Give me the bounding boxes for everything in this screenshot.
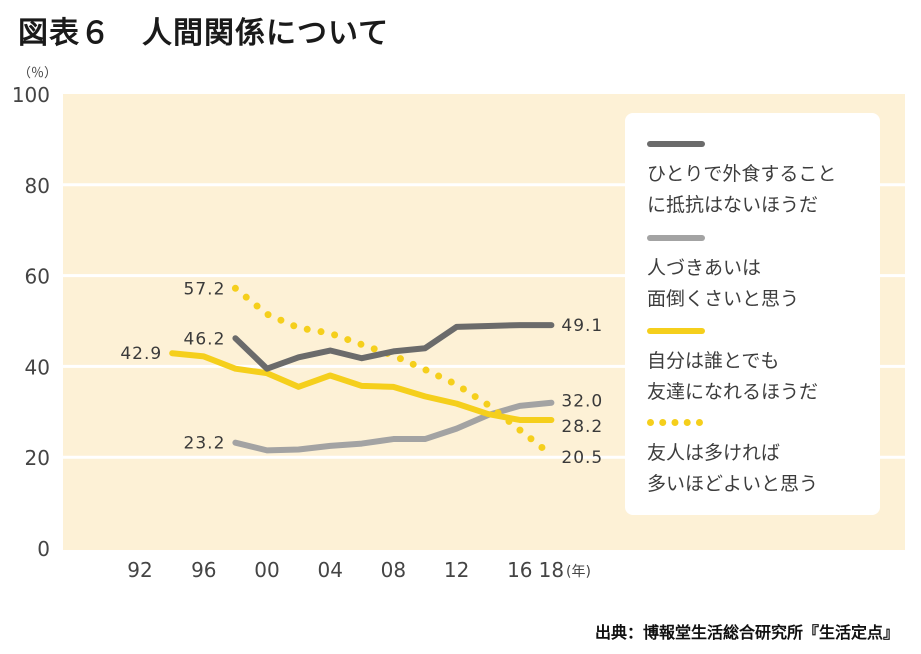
x-tick-label: 92 bbox=[127, 558, 152, 582]
legend-item-more-friends-better: 友人は多ければ 多いほどよいと思う bbox=[647, 419, 877, 500]
end-value-label: 28.2 bbox=[561, 417, 603, 437]
x-tick-label: 18 bbox=[539, 558, 564, 582]
legend-item-friends-with-anyone: 自分は誰とでも 友達になれるほうだ bbox=[647, 328, 877, 408]
y-tick-label: 20 bbox=[25, 446, 50, 470]
x-tick-label: 96 bbox=[191, 558, 216, 582]
y-tick-label: 60 bbox=[25, 265, 50, 289]
data-labels: 46.2 49.1 23.2 32.0 42.9 28.2 57.2 20.5 bbox=[120, 279, 603, 468]
y-tick-label: 100 bbox=[12, 83, 50, 107]
y-axis-unit: （％） bbox=[18, 66, 58, 81]
legend: ひとりで外食すること に抵抗はないほうだ 人づきあいは 面倒くさいと思う 自分は… bbox=[625, 113, 880, 515]
x-tick-label: 08 bbox=[381, 558, 406, 582]
legend-swatch-dark-gray bbox=[647, 141, 705, 147]
y-axis-ticks: 0 20 40 60 80 100 bbox=[12, 83, 50, 561]
y-tick-label: 80 bbox=[25, 174, 50, 198]
legend-label: 人づきあいは 面倒くさいと思う bbox=[647, 257, 800, 310]
legend-label: 自分は誰とでも 友達になれるほうだ bbox=[647, 350, 819, 403]
start-value-label: 42.9 bbox=[120, 344, 162, 364]
end-value-label: 32.0 bbox=[561, 392, 603, 412]
start-value-label: 23.2 bbox=[184, 434, 226, 454]
legend-label: 友人は多ければ 多いほどよいと思う bbox=[647, 442, 819, 495]
start-value-label: 57.2 bbox=[184, 279, 226, 299]
x-axis-ticks: 92 96 00 04 08 12 16 18 (年) bbox=[127, 558, 591, 582]
legend-swatch-yellow-dotted bbox=[647, 419, 703, 426]
series-lines bbox=[169, 284, 555, 459]
chart-title: 図表６ 人間関係について bbox=[18, 16, 390, 51]
x-tick-label: 12 bbox=[444, 558, 469, 582]
x-tick-label: 00 bbox=[254, 558, 279, 582]
start-value-label: 46.2 bbox=[184, 329, 226, 349]
y-tick-label: 0 bbox=[37, 537, 50, 561]
source-citation: 出典：博報堂生活総合研究所『生活定点』 bbox=[594, 623, 899, 642]
legend-label: ひとりで外食すること に抵抗はないほうだ bbox=[647, 163, 837, 216]
end-value-label: 49.1 bbox=[561, 316, 603, 336]
x-tick-label: 16 bbox=[507, 558, 532, 582]
x-axis-unit: (年) bbox=[566, 564, 591, 580]
legend-item-relationships-bothersome: 人づきあいは 面倒くさいと思う bbox=[647, 235, 877, 315]
y-tick-label: 40 bbox=[25, 355, 50, 379]
x-tick-label: 04 bbox=[317, 558, 342, 582]
legend-swatch-light-gray bbox=[647, 235, 705, 241]
legend-swatch-yellow bbox=[647, 328, 705, 334]
end-value-label: 20.5 bbox=[561, 448, 603, 468]
legend-item-dining-alone: ひとりで外食すること に抵抗はないほうだ bbox=[647, 141, 877, 221]
